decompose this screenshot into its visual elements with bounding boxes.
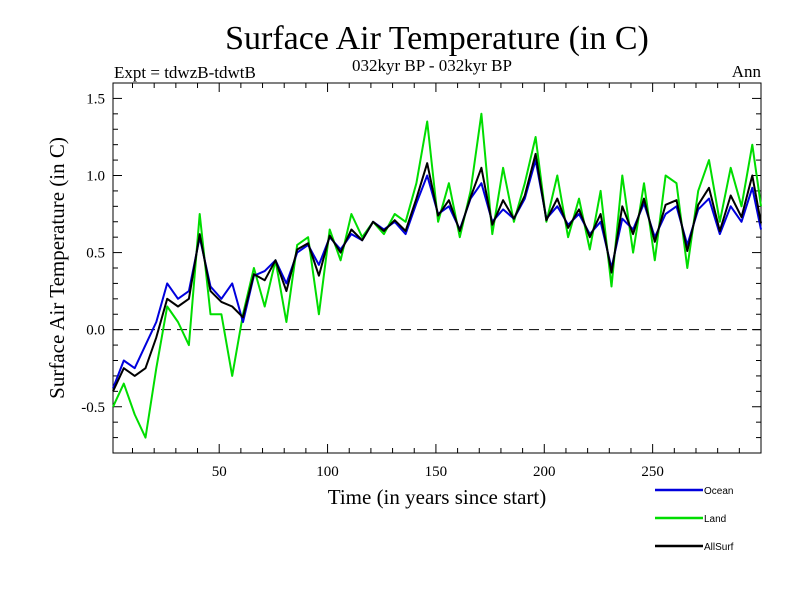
y-tick-label: 1.5 <box>86 91 105 107</box>
x-axis-label: Time (in years since start) <box>328 485 547 509</box>
season-label: Ann <box>732 62 762 81</box>
x-tick-label: 200 <box>533 464 556 480</box>
chart-subtitle: 032kyr BP - 032kyr BP <box>352 56 512 75</box>
x-tick-label: 150 <box>425 464 448 480</box>
y-tick-label: -0.5 <box>81 400 105 416</box>
legend-label-land: Land <box>704 514 726 525</box>
x-tick-label: 250 <box>641 464 664 480</box>
tick-labels: 50 100 150 200 250 -0.5 0.0 0.5 1.0 1.5 <box>81 91 664 480</box>
x-tick-label: 50 <box>212 464 227 480</box>
series-layer <box>112 112 762 439</box>
series-line-land <box>112 112 762 439</box>
y-axis-label: Surface Air Temperature (in C) <box>45 137 69 399</box>
axis-ticks <box>113 83 761 453</box>
legend-label-ocean: Ocean <box>704 486 733 497</box>
legend-label-allsurf: AllSurf <box>704 542 734 553</box>
y-tick-label: 0.5 <box>86 246 105 262</box>
legend: Ocean Land AllSurf <box>655 486 734 553</box>
plot-frame <box>112 82 762 454</box>
chart-title: Surface Air Temperature (in C) <box>225 20 649 57</box>
y-tick-label: 1.0 <box>86 169 105 185</box>
x-tick-label: 100 <box>316 464 339 480</box>
y-tick-label: 0.0 <box>86 323 105 339</box>
series-line-allsurf <box>112 152 762 392</box>
experiment-label: Expt = tdwzB-tdwtB <box>114 63 256 82</box>
